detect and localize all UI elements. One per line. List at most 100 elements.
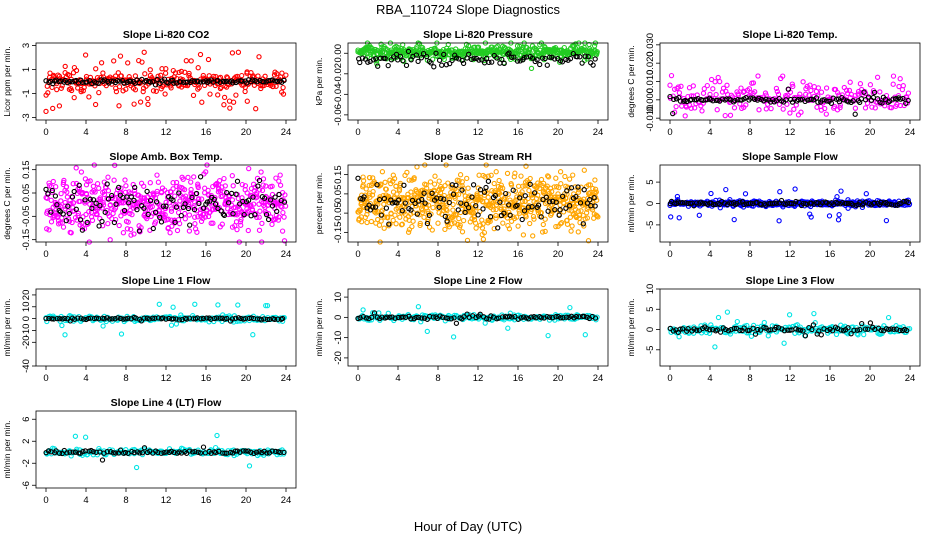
panel-title: Slope Line 1 Flow (122, 275, 212, 287)
data-point (582, 332, 588, 338)
data-point (542, 228, 548, 235)
data-point (366, 315, 372, 322)
data-point (591, 195, 597, 201)
data-point (260, 182, 266, 188)
y-tick-label: -10 (21, 324, 32, 338)
data-point (139, 450, 146, 456)
data-point (509, 54, 515, 61)
data-point (531, 190, 538, 196)
data-point (676, 215, 682, 221)
data-point (208, 220, 214, 226)
data-point (808, 200, 815, 206)
data-point (710, 86, 716, 92)
data-point (567, 304, 573, 311)
data-point (238, 222, 244, 228)
data-point (213, 449, 219, 456)
data-point (724, 309, 731, 315)
data-point (217, 315, 223, 321)
data-point (406, 226, 413, 233)
data-point (145, 101, 151, 108)
data-point (540, 180, 547, 187)
y-tick-label: 10 (21, 301, 32, 312)
data-points (43, 301, 287, 338)
data-point (71, 94, 77, 101)
data-point (591, 189, 597, 195)
data-point (387, 177, 393, 183)
data-point (241, 211, 247, 218)
data-point (402, 200, 408, 206)
data-point (439, 62, 445, 68)
y-tick-label: 0.15 (21, 160, 32, 179)
data-point (203, 169, 209, 175)
data-point (773, 85, 780, 92)
y-tick-label: -1 (21, 89, 32, 97)
data-point (186, 70, 192, 77)
data-point (423, 182, 429, 188)
data-point (499, 56, 505, 63)
data-point (43, 186, 49, 193)
y-tick-label: -3 (21, 113, 32, 121)
data-point (140, 88, 146, 95)
data-point (50, 178, 56, 185)
data-point (363, 186, 369, 192)
data-point (691, 203, 697, 209)
y-tick-label: 10 (645, 284, 656, 295)
data-point (223, 78, 230, 85)
y-tick-label: -0.05 (333, 202, 344, 224)
data-point (677, 98, 684, 104)
data-points (355, 162, 601, 245)
data-point (72, 433, 79, 439)
data-point (741, 201, 747, 208)
data-point (158, 219, 165, 225)
data-point (275, 217, 282, 223)
data-point (685, 93, 691, 100)
data-point (508, 218, 515, 224)
data-point (531, 216, 537, 222)
data-point (252, 184, 258, 190)
data-point (671, 96, 677, 103)
data-point (781, 328, 788, 334)
data-point (168, 322, 175, 328)
data-point (112, 73, 119, 79)
y-axis-label: degrees C per min. (2, 167, 12, 239)
data-point (85, 315, 92, 322)
data-point (248, 449, 254, 455)
data-point (360, 307, 366, 313)
data-point (442, 213, 448, 220)
data-point (170, 304, 176, 310)
data-point (517, 195, 523, 201)
data-point (361, 194, 367, 200)
data-point (506, 313, 513, 319)
data-point (514, 202, 520, 208)
data-point (47, 70, 53, 76)
data-point (432, 173, 438, 179)
data-point (387, 314, 393, 320)
data-point (196, 84, 202, 91)
data-point (264, 302, 271, 309)
data-point (538, 176, 545, 183)
data-point (54, 202, 60, 208)
data-point (63, 217, 69, 224)
data-point (150, 225, 156, 232)
data-point (128, 226, 134, 233)
data-point (139, 59, 145, 65)
data-point (699, 108, 705, 114)
data-point (90, 197, 97, 203)
data-point (553, 199, 559, 205)
data-point (730, 99, 737, 105)
data-point (520, 232, 527, 238)
data-point (443, 62, 450, 68)
x-tick-label: 16 (825, 373, 836, 384)
data-point (450, 191, 457, 197)
data-point (188, 186, 194, 193)
y-tick-label: 0 (333, 315, 344, 320)
data-point (256, 177, 263, 184)
data-point (557, 221, 564, 227)
data-point (378, 41, 384, 47)
data-point (455, 207, 461, 213)
data-point (465, 185, 471, 191)
data-point (73, 206, 79, 212)
data-point (382, 179, 388, 185)
data-point (90, 183, 97, 189)
data-point (889, 202, 895, 208)
